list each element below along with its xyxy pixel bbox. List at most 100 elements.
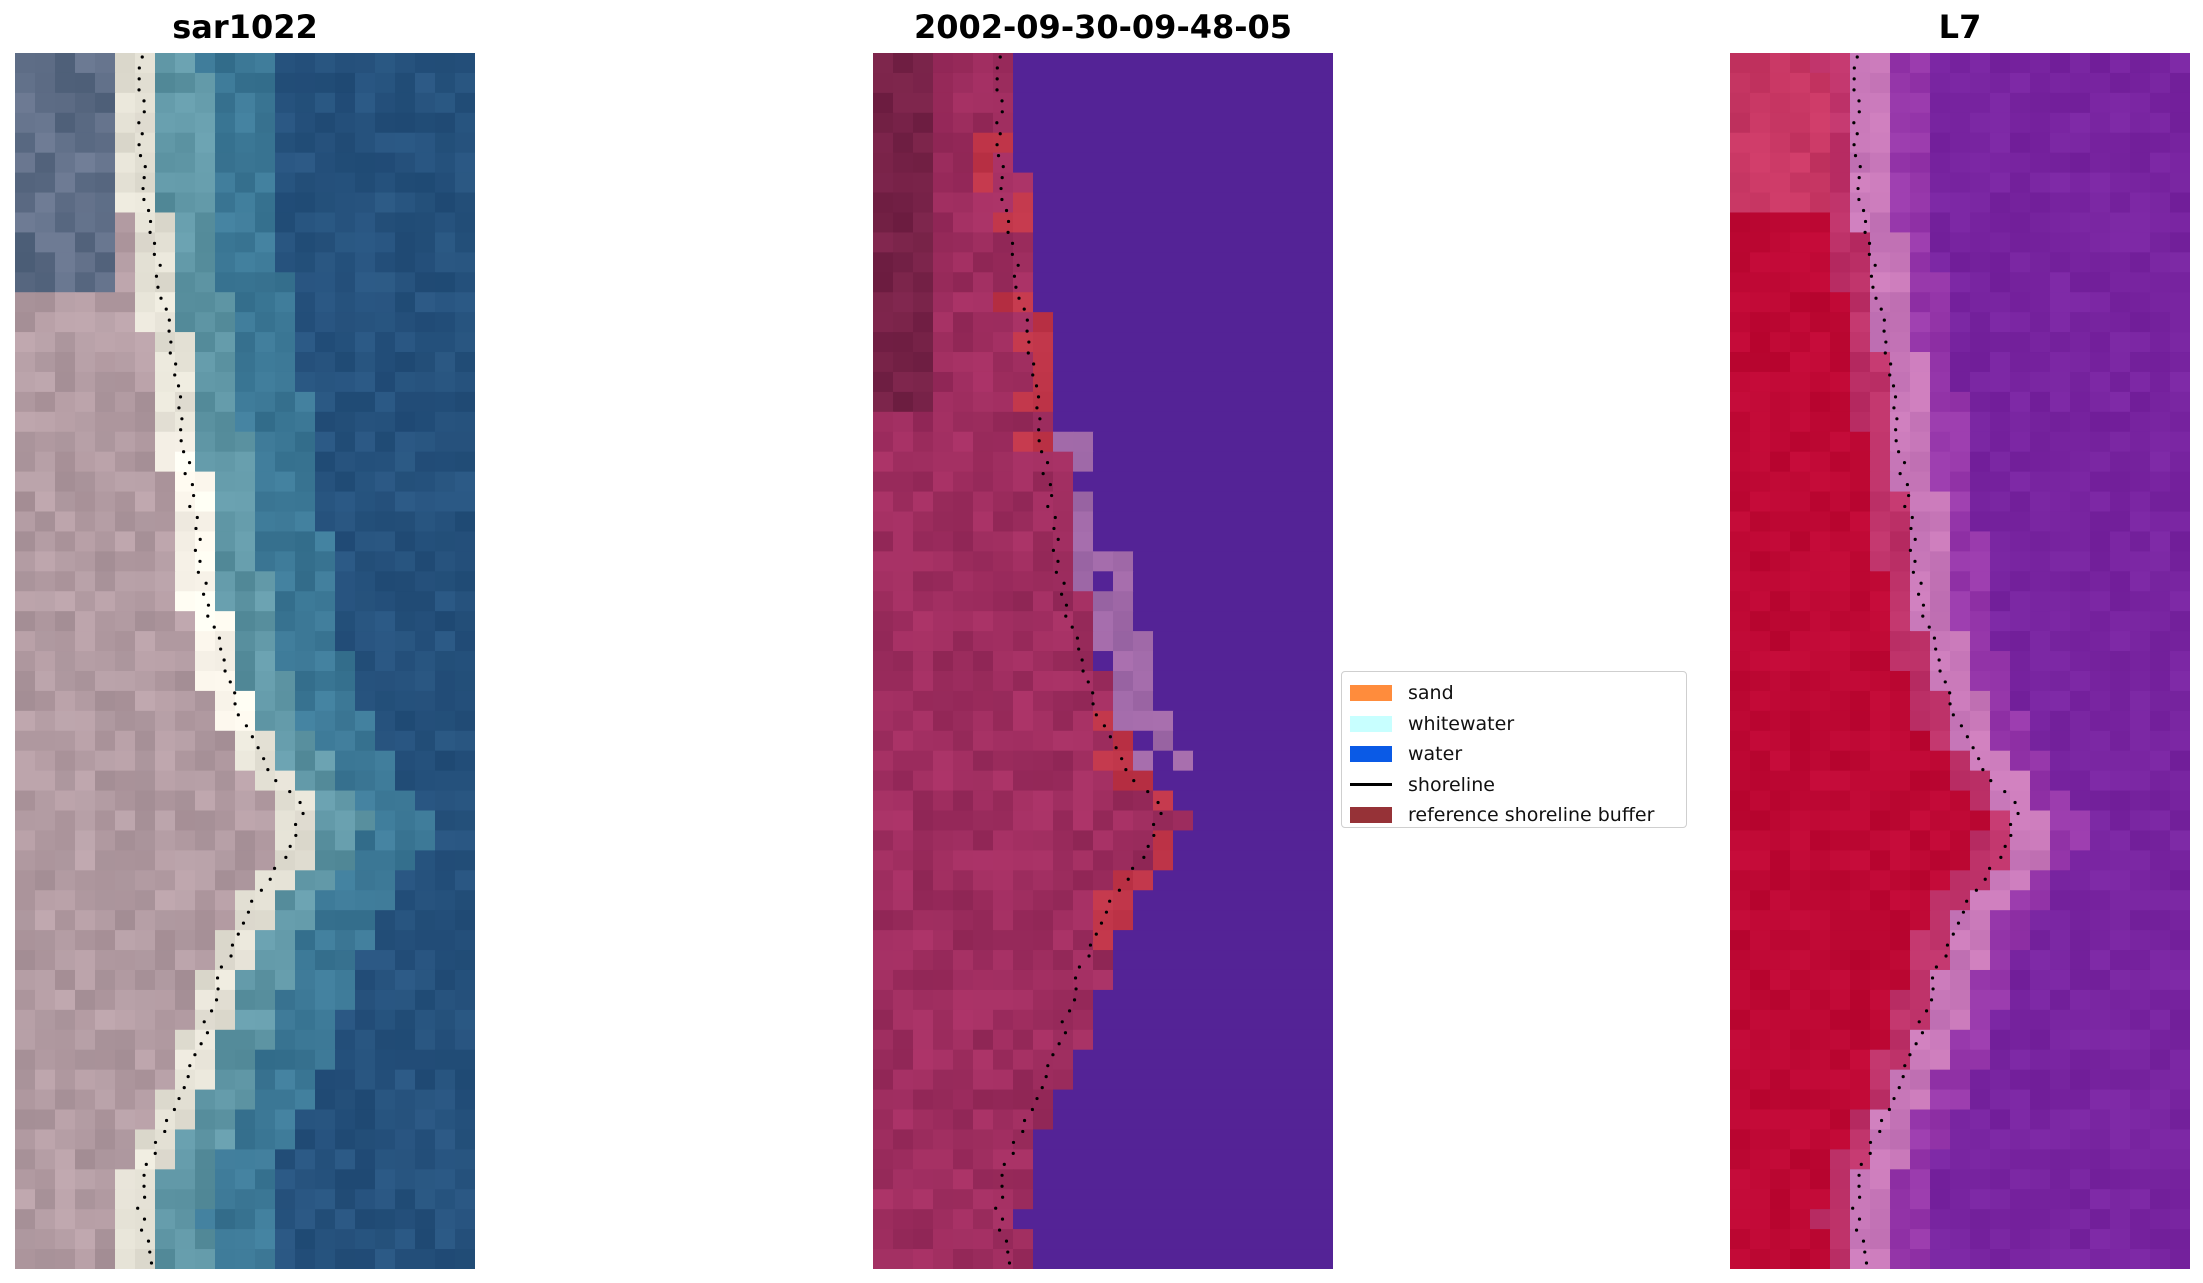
image-pixel	[95, 651, 116, 672]
image-pixel	[1073, 112, 1094, 134]
image-pixel	[873, 830, 894, 851]
image-pixel	[35, 471, 56, 493]
image-pixel	[15, 770, 36, 792]
image-pixel	[375, 611, 396, 632]
image-pixel	[35, 890, 56, 911]
image-pixel	[993, 132, 1014, 154]
image-pixel	[973, 391, 994, 413]
image-pixel	[1990, 730, 2011, 752]
image-pixel	[455, 451, 475, 473]
image-pixel	[195, 1069, 216, 1091]
image-pixel	[1910, 332, 1931, 353]
image-pixel	[455, 551, 475, 572]
shoreline-point	[1854, 1228, 1859, 1232]
image-pixel	[2130, 112, 2151, 134]
image-pixel	[1790, 1109, 1811, 1131]
image-pixel	[1930, 272, 1951, 293]
shoreline-point	[1971, 746, 1975, 750]
image-pixel	[1790, 1209, 1811, 1230]
image-pixel	[315, 1189, 336, 1210]
image-pixel	[1173, 1249, 1194, 1269]
image-pixel	[2170, 92, 2190, 114]
image-pixel	[1133, 72, 1154, 94]
image-pixel	[1073, 252, 1094, 273]
shoreline-point	[1921, 603, 1926, 607]
shoreline-point	[215, 976, 220, 980]
image-pixel	[1113, 850, 1134, 871]
image-pixel	[1113, 1029, 1134, 1051]
image-pixel	[215, 391, 236, 413]
image-pixel	[953, 750, 974, 772]
image-pixel	[913, 670, 934, 692]
image-pixel	[435, 1229, 456, 1250]
shoreline-point	[1142, 855, 1146, 859]
image-pixel	[1313, 212, 1333, 234]
image-pixel	[395, 850, 416, 871]
image-pixel	[1770, 730, 1791, 752]
shoreline-point	[236, 713, 240, 717]
image-pixel	[1890, 511, 1911, 533]
image-pixel	[1273, 371, 1294, 393]
shoreline-point	[1857, 1217, 1862, 1221]
image-pixel	[295, 72, 316, 94]
image-pixel	[55, 1069, 76, 1091]
image-pixel	[255, 1169, 276, 1190]
image-pixel	[1990, 1229, 2011, 1250]
image-pixel	[15, 1209, 36, 1230]
image-pixel	[1970, 870, 1991, 891]
image-pixel	[1910, 391, 1931, 413]
shoreline-point	[229, 954, 233, 958]
image-pixel	[275, 1109, 296, 1131]
image-pixel	[1133, 750, 1154, 772]
image-pixel	[255, 631, 276, 652]
image-pixel	[1253, 172, 1274, 194]
image-pixel	[1790, 790, 1811, 812]
image-pixel	[1810, 92, 1831, 114]
image-pixel	[933, 1129, 954, 1150]
image-pixel	[395, 651, 416, 672]
image-pixel	[215, 1009, 236, 1031]
image-pixel	[395, 670, 416, 692]
shoreline-point	[1132, 779, 1136, 783]
image-pixel	[1870, 132, 1891, 154]
image-pixel	[1173, 272, 1194, 293]
image-pixel	[55, 352, 76, 373]
image-pixel	[375, 930, 396, 951]
image-pixel	[2090, 1189, 2111, 1210]
image-pixel	[2070, 1189, 2091, 1210]
shoreline-point	[1046, 1064, 1050, 1068]
image-pixel	[1113, 1229, 1134, 1250]
image-pixel	[1073, 511, 1094, 533]
image-pixel	[1073, 870, 1094, 891]
image-pixel	[2030, 252, 2051, 273]
image-pixel	[1313, 332, 1333, 353]
image-pixel	[415, 950, 436, 971]
image-pixel	[1133, 391, 1154, 413]
image-pixel	[1153, 371, 1174, 393]
image-pixel	[1770, 411, 1791, 433]
image-pixel	[1850, 810, 1871, 832]
image-pixel	[235, 730, 256, 752]
image-pixel	[1890, 950, 1911, 971]
image-pixel	[1133, 352, 1154, 373]
image-pixel	[2010, 1229, 2031, 1250]
image-pixel	[295, 132, 316, 154]
image-pixel	[2170, 212, 2190, 234]
image-pixel	[1890, 272, 1911, 293]
image-pixel	[2050, 1149, 2071, 1170]
image-pixel	[435, 770, 456, 792]
image-pixel	[1930, 730, 1951, 752]
image-pixel	[1730, 551, 1751, 572]
image-pixel	[2110, 411, 2131, 433]
image-pixel	[1950, 212, 1971, 234]
image-pixel	[135, 850, 156, 871]
image-pixel	[235, 53, 256, 74]
image-pixel	[395, 870, 416, 891]
image-pixel	[315, 192, 336, 214]
image-pixel	[395, 790, 416, 812]
image-pixel	[2050, 431, 2071, 453]
image-pixel	[2090, 252, 2111, 273]
image-pixel	[335, 591, 356, 612]
image-pixel	[2170, 1209, 2190, 1230]
image-pixel	[335, 292, 356, 313]
